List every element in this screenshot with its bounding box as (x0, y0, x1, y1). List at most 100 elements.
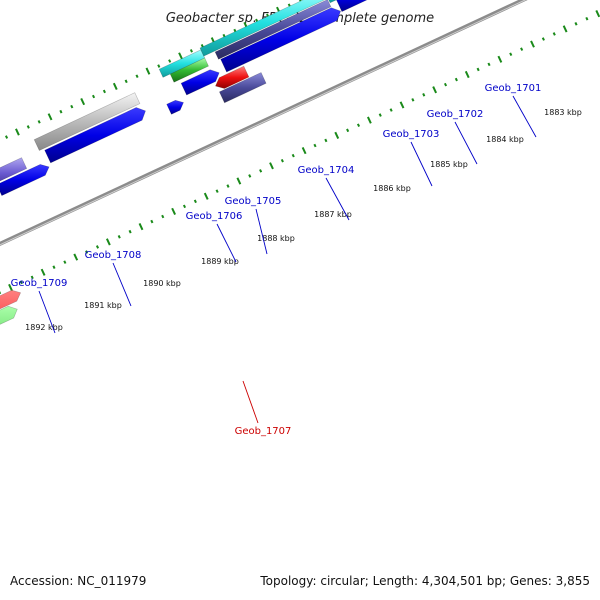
feature-block (199, 0, 325, 57)
cds-arrow-forward (220, 7, 341, 73)
tick-mark (422, 93, 426, 97)
tick-mark (112, 82, 118, 90)
tick-mark (200, 44, 204, 48)
gene-label: Geob_1708 (85, 250, 142, 261)
tick-mark (30, 275, 34, 280)
tick-mark (595, 10, 600, 18)
backbone (0, 0, 528, 247)
kbp-label: 1886 kbp (373, 184, 411, 193)
tick-mark (324, 138, 328, 143)
tick-mark (487, 62, 491, 67)
feature-block (219, 72, 267, 104)
tick-mark (15, 128, 20, 136)
kbp-label: 1889 kbp (201, 257, 239, 266)
tick-mark (476, 67, 480, 72)
tick-mark (85, 250, 89, 254)
cds-arrow-forward (166, 99, 184, 115)
tick-mark (117, 235, 121, 239)
backbone-line (0, 0, 528, 247)
gene-label: Geob_1702 (427, 109, 484, 120)
tick-mark (138, 223, 144, 231)
gene-label: Geob_1706 (186, 211, 243, 222)
tick-mark (73, 253, 79, 261)
feature-block (214, 0, 332, 60)
gene-leader-line (216, 223, 237, 263)
tick-mark (222, 33, 226, 38)
tick-mark (135, 74, 139, 79)
kbp-scale: 1883 kbp 1884 kbp 1885 kbp 1886 kbp 1887 kbp… (25, 108, 582, 332)
kbp-label: 1888 kbp (257, 234, 295, 243)
tick-mark (226, 184, 230, 188)
kbp-label: 1887 kbp (314, 210, 352, 219)
tick-mark (182, 204, 187, 209)
tick-mark (541, 37, 545, 41)
tick-mark (105, 238, 111, 246)
tick-mark (255, 18, 259, 23)
feature-track (0, 0, 368, 325)
tick-mark (171, 207, 177, 216)
gene-leader-line (38, 290, 56, 334)
tick-mark (150, 219, 154, 224)
feature-block (158, 49, 206, 78)
kbp-label: 1885 kbp (430, 160, 468, 169)
gene-leader-line (242, 380, 259, 424)
tick-mark (128, 229, 132, 234)
cds-arrow-forward (44, 107, 146, 164)
tick-mark (5, 135, 9, 139)
tick-mark (124, 79, 128, 84)
tick-mark (92, 94, 96, 99)
tick-mark (26, 125, 30, 129)
tick-mark (248, 174, 252, 178)
gene-label: Geob_1701 (485, 83, 542, 94)
cds-arrow-reverse (215, 65, 250, 89)
gene-label: Geob_1703 (383, 129, 440, 140)
tick-mark (215, 189, 219, 193)
gene-leader-line (454, 121, 478, 165)
kbp-label: 1891 kbp (84, 301, 122, 310)
tick-mark (291, 153, 295, 158)
tick-mark (259, 169, 263, 173)
tick-mark (178, 52, 183, 60)
tick-mark (334, 131, 340, 139)
tick-mark (389, 108, 393, 112)
backbone-highlight (0, 0, 527, 246)
tick-mark (236, 177, 242, 185)
gene-labels: Geob_1701 Geob_1702 Geob_1703 Geob_1704 Geob… (11, 83, 542, 437)
tick-mark (168, 59, 172, 63)
tick-mark (269, 162, 274, 170)
tick-mark (193, 199, 197, 204)
accession-text: Accession: NC_011979 (10, 574, 147, 588)
tick-mark (233, 28, 237, 33)
gene-leader-line (410, 141, 433, 187)
kbp-label: 1890 kbp (143, 279, 181, 288)
gene-leader-line (325, 177, 350, 221)
tick-mark (145, 67, 151, 75)
tick-mark (280, 158, 284, 163)
gene-leader-line (255, 208, 268, 255)
tick-mark (19, 280, 23, 285)
tick-mark (520, 47, 524, 51)
cds-arrow-forward (0, 305, 18, 325)
gene-leader-line (112, 262, 132, 307)
tick-mark (37, 120, 41, 124)
tick-mark (552, 32, 556, 36)
genome-summary-text: Topology: circular; Length: 4,304,501 bp… (260, 574, 590, 588)
tick-mark (8, 283, 13, 292)
tick-mark (63, 260, 67, 264)
tick-mark (443, 82, 448, 87)
tick-mark (161, 214, 165, 219)
tick-mark (585, 16, 589, 21)
tick-mark (356, 123, 361, 128)
gene-label: Geob_1707 (235, 426, 292, 437)
tick-mark (95, 245, 100, 249)
tick-mark (574, 22, 578, 26)
kbp-label: 1884 kbp (486, 135, 524, 144)
tick-rings (0, 0, 600, 295)
gene-leader-line (512, 95, 537, 138)
feature-block (0, 157, 28, 182)
cds-arrow-forward (336, 0, 368, 12)
tick-mark (266, 13, 270, 18)
gene-label: Geob_1709 (11, 278, 68, 289)
tick-mark (40, 268, 46, 276)
